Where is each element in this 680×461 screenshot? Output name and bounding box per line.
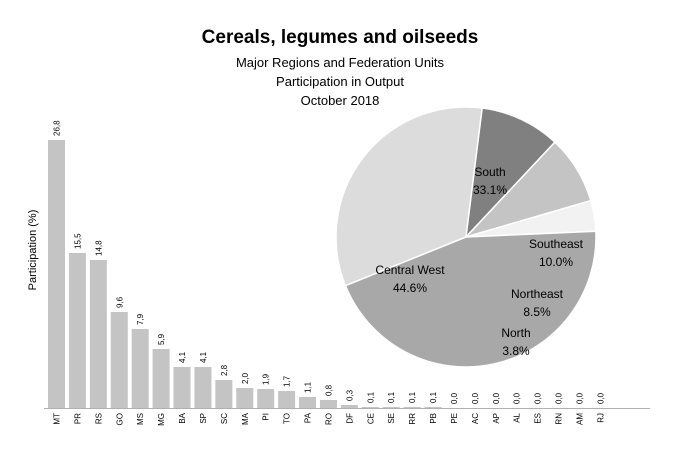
bar	[361, 407, 379, 408]
pie-slice-label: North	[501, 326, 530, 340]
bar	[110, 312, 128, 408]
x-tick-label: MS	[136, 413, 145, 425]
x-tick-label: MT	[53, 413, 62, 425]
bar	[152, 349, 170, 408]
bar-value-label: 0,0	[576, 392, 585, 404]
pie-slice-value: 8.5%	[523, 305, 551, 319]
pie-slice-label: South	[474, 165, 505, 179]
bar	[278, 391, 296, 408]
bar-value-label: 2,8	[220, 364, 229, 376]
pie-slice-label: Northeast	[511, 287, 564, 301]
bar-value-label: 2,0	[241, 372, 250, 384]
bar-value-label: 9,6	[115, 296, 124, 308]
bar-value-label: 1,9	[262, 373, 271, 385]
bar	[89, 260, 107, 408]
bar-value-label: 0,1	[429, 391, 438, 403]
bar	[194, 367, 212, 408]
pie-slice-value: 33.1%	[473, 183, 507, 197]
bar-value-label: 0,1	[387, 391, 396, 403]
pie-slice	[335, 106, 484, 287]
x-tick-label: SE	[387, 413, 396, 424]
pie-slice-label: Central West	[375, 263, 445, 277]
chart-subtitle-date: October 2018	[300, 93, 380, 108]
x-tick-label: AC	[471, 413, 480, 424]
x-tick-label: MG	[157, 413, 166, 426]
x-tick-label: AP	[492, 413, 501, 424]
x-tick-label: DF	[345, 413, 354, 424]
x-tick-label: GO	[115, 413, 124, 425]
bar-value-label: 0,3	[345, 389, 354, 401]
x-tick-label: PR	[73, 413, 82, 424]
bar-value-label: 7,9	[136, 313, 145, 325]
bar	[403, 407, 421, 408]
bar-value-label: 5,9	[157, 333, 166, 345]
pie-slice	[344, 230, 597, 368]
x-tick-label: RN	[555, 413, 564, 425]
x-tick-label: ES	[534, 413, 543, 424]
bar-value-label: 14,8	[94, 240, 103, 256]
bar	[299, 397, 317, 408]
bar	[319, 400, 337, 408]
y-axis-label: Participation (%)	[27, 210, 39, 291]
x-tick-label: RR	[408, 413, 417, 425]
pie-slice-value: 44.6%	[393, 281, 427, 295]
bar-value-label: 0,0	[513, 392, 522, 404]
bar-value-label: 0,0	[450, 392, 459, 404]
bar-chart: 26,8 MT 15,5 PR 14,8 RS 9,6 GO 7,9 MS 5,9 MG 4,1 BA 4,…	[44, 120, 650, 426]
pie-slice	[464, 107, 556, 240]
bar-value-label: 0,0	[555, 392, 564, 404]
bar	[257, 389, 275, 408]
bar-value-label: 0,1	[366, 391, 375, 403]
bar-value-label: 26,8	[53, 120, 62, 136]
bar-value-label: 4,1	[178, 351, 187, 363]
bar	[424, 407, 442, 408]
x-tick-label: PA	[304, 412, 313, 423]
x-tick-label: PB	[429, 413, 438, 424]
bar-value-label: 0,0	[596, 392, 605, 404]
bar-value-label: 0,0	[534, 392, 543, 404]
bar	[68, 253, 86, 408]
bar-value-label: 0,0	[492, 392, 501, 404]
bar-value-label: 0,0	[471, 392, 480, 404]
x-tick-label: AM	[576, 413, 585, 425]
x-tick-label: AL	[513, 412, 522, 422]
bar-value-label: 0,1	[408, 391, 417, 403]
bar	[48, 140, 65, 408]
x-tick-label: RO	[324, 413, 333, 425]
bar-value-label: 0,8	[324, 384, 333, 396]
x-tick-label: RJ	[596, 413, 605, 423]
chart-title: Cereals, legumes and oilseeds	[201, 27, 479, 48]
bar-value-label: 1,1	[304, 381, 313, 393]
chart-subtitle-participation: Participation in Output	[276, 74, 404, 89]
x-tick-label: BA	[178, 412, 187, 423]
x-tick-label: RS	[94, 413, 103, 424]
x-tick-label: CE	[366, 413, 375, 424]
pie-chart: South 33.1% Southeast 10.0% Northeast 8.5% Nor…	[335, 106, 597, 368]
bar	[382, 407, 400, 408]
chart-subtitle-regions: Major Regions and Federation Units	[235, 55, 445, 70]
bar-value-label: 1,7	[283, 375, 292, 387]
x-tick-label: SP	[199, 413, 208, 424]
x-tick-label: MA	[241, 412, 250, 425]
bar	[236, 388, 254, 408]
bar	[173, 367, 191, 408]
x-tick-label: SC	[220, 413, 229, 424]
pie-slice-value: 10.0%	[539, 255, 573, 269]
x-tick-label: PI	[262, 413, 271, 421]
pie-slice-value: 3.8%	[502, 344, 530, 358]
bar	[340, 405, 358, 408]
x-tick-label: TO	[283, 413, 292, 424]
x-tick-label: PE	[450, 413, 459, 424]
bar-value-label: 4,1	[199, 351, 208, 363]
bar	[215, 380, 233, 408]
pie-slice-label: Southeast	[529, 237, 584, 251]
bar	[131, 329, 149, 408]
bar-value-label: 15,5	[73, 233, 82, 249]
